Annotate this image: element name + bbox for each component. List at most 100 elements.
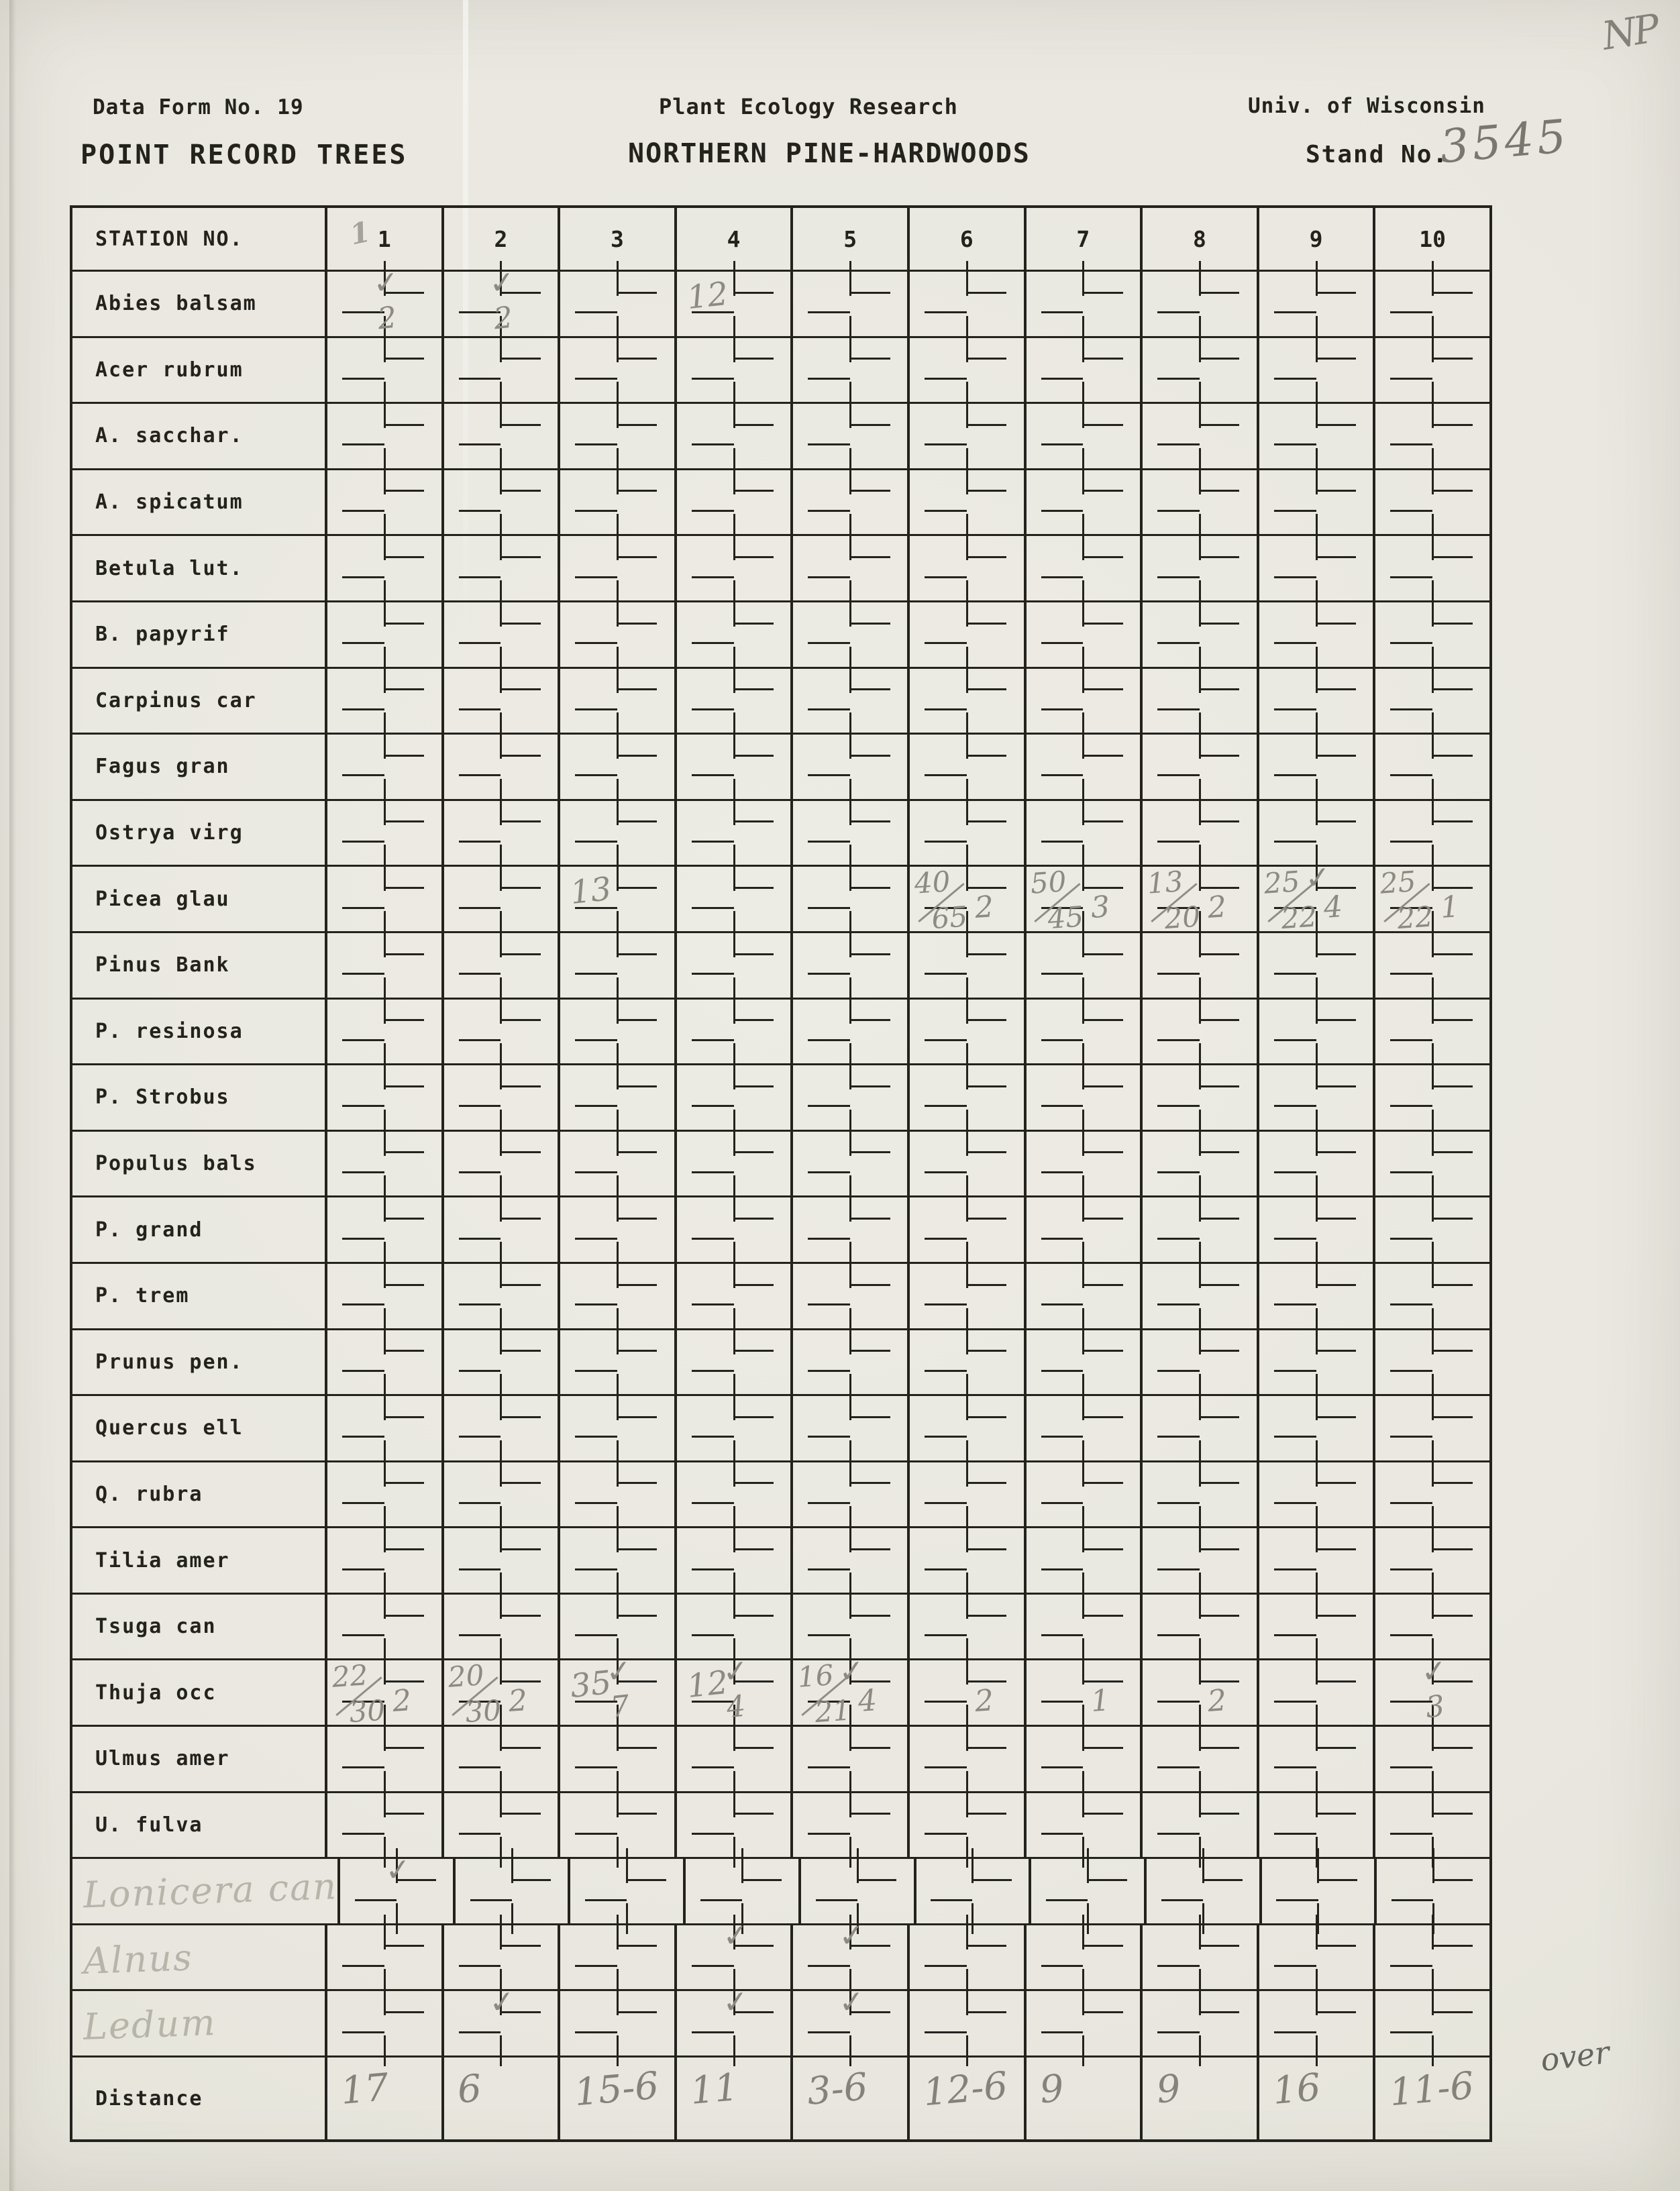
station-cell [1140,1120,1257,1207]
cell-fraction-tick [458,1832,501,1835]
cell-divider-tick [849,856,852,892]
cell-fraction-tick [925,377,967,380]
cell-fraction-tick [1273,576,1316,578]
species-label: Populus bals [95,1152,257,1176]
cell-divider-tick [849,261,852,296]
cell-fraction-tick [1157,1766,1200,1769]
cell-fraction-tick [1390,708,1433,710]
cell-divider-tick [1082,1385,1085,1421]
cell-fraction-tick [617,1945,658,1947]
cell-fraction-tick [501,423,541,426]
cell-fraction-tick [1316,423,1356,426]
distance-value: 17 [339,2065,391,2113]
cell-fraction-tick [733,1283,774,1286]
cell-divider-tick [741,1903,743,1934]
cell-divider-tick [1082,1650,1085,1685]
cell-fraction-tick [458,708,501,710]
cell-fraction-tick [501,1217,541,1220]
cell-fraction-tick [691,708,734,710]
fraction-numerator: 25 [1262,865,1301,900]
station-cell [1140,1055,1257,1140]
cell-divider-tick [500,724,503,759]
cell-fraction-tick [691,1237,734,1240]
cell-fraction-tick [1432,1746,1473,1749]
cell-divider-tick [616,1319,619,1354]
station-cell [906,459,1024,545]
pencil-checkmark: ✓ [1419,1652,1449,1691]
station-cell [441,1187,558,1273]
cell-fraction-tick [850,556,890,558]
cell-divider-tick [1432,988,1434,1024]
station-cell [790,393,907,479]
cell-divider-tick [1082,1914,1085,1949]
cell-divider-tick [965,525,968,561]
station-cell [1373,1252,1489,1339]
cell-fraction-tick [808,311,851,314]
cell-fraction-tick [458,1766,501,1769]
cell-divider-tick [500,988,503,1024]
cell-divider-tick [1315,1782,1318,1817]
cell-divider-tick [383,657,386,693]
station-cell: ✓ [790,1914,907,2000]
cell-divider-tick [500,657,503,693]
cell-fraction-tick [575,841,617,843]
cell-divider-tick [733,657,735,693]
cell-fraction-tick [925,1237,967,1240]
station-cell [1373,591,1489,678]
species-row: Pinus Bank [72,922,1489,1008]
cell-fraction-tick [925,774,967,777]
cell-divider-tick [965,1517,968,1553]
cell-fraction-tick [733,490,774,492]
cell-divider-tick [1198,1980,1201,2016]
station-cell [790,1782,907,1868]
station-cell [790,1055,907,1140]
cell-fraction-tick [384,1680,425,1683]
cell-fraction-tick [384,1151,425,1154]
cell-divider-tick [733,856,735,892]
cell-divider-tick [1082,1583,1085,1619]
stand-number-handwritten: 3545 [1437,109,1572,174]
cell-fraction-tick [1083,358,1123,360]
cell-fraction-tick [733,1217,774,1220]
cell-fraction-tick [342,1634,384,1637]
cell-divider-tick [1315,1837,1318,1868]
cell-divider-tick [1202,1848,1204,1884]
cell-fraction-tick [1083,1217,1123,1220]
cell-fraction-tick [575,377,617,380]
station-cell [1023,1517,1141,1603]
cell-fraction-tick [1041,311,1084,314]
cell-fraction-tick [966,1548,1007,1550]
cell-fraction-tick [575,642,617,645]
station-cell [1373,724,1489,810]
cell-fraction-tick [1083,1350,1123,1352]
cell-divider-tick [1082,393,1085,429]
station-cell [325,1319,441,1405]
pencil-checkmark: ✓ [488,1982,517,2021]
cell-divider-tick [395,1903,398,1934]
cell-fraction-tick [850,1614,890,1617]
cell-divider-tick [1432,1650,1434,1685]
cell-fraction-tick [575,576,617,578]
cell-fraction-tick [575,1832,617,1835]
cell-fraction-tick [850,1813,890,1815]
cell-fraction-tick [1390,1038,1433,1041]
station-cell [683,1848,798,1934]
survey-title: NORTHERN PINE-HARDWOODS [628,138,1031,169]
cell-divider-tick [733,525,735,561]
station-cell: 13 20 2 [1140,856,1257,942]
cell-fraction-tick [458,443,501,446]
station-cell: ✓ 25 22 4 [1256,856,1373,942]
cell-divider-tick [616,856,619,892]
station-cell [1140,393,1257,479]
cell-divider-tick [965,591,968,627]
station-cell [558,1120,674,1207]
cell-fraction-tick [850,1945,890,1947]
station-cell [1256,1517,1373,1603]
cell-divider-tick [616,988,619,1024]
cell-fraction-tick [966,1680,1007,1683]
station-column-header: 7 [1023,208,1141,270]
cell-fraction-tick [850,291,890,294]
cell-fraction-tick [501,820,541,823]
cell-fraction-tick [1157,1568,1200,1570]
